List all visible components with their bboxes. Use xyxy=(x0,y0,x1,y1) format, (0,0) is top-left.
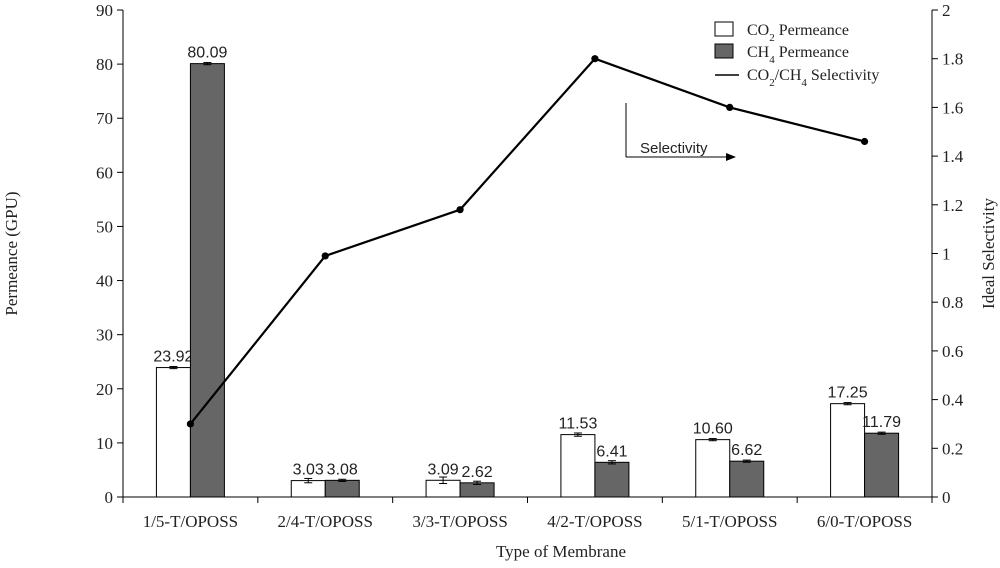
annotation-text: Selectivity xyxy=(640,140,708,157)
x-tick-label: 3/3-T/OPOSS xyxy=(412,512,507,531)
legend-label: CO2/CH4 Selectivity xyxy=(747,67,879,89)
x-tick-label: 1/5-T/OPOSS xyxy=(143,512,238,531)
ch4-data-label: 6.62 xyxy=(731,442,762,459)
co2-data-label: 10.60 xyxy=(693,421,733,438)
y-tick-label: 30 xyxy=(96,326,113,345)
selectivity-point xyxy=(456,206,464,214)
ch4-bar xyxy=(324,479,360,498)
y-tick-label: 80 xyxy=(96,55,113,74)
ch4-bar xyxy=(189,63,225,498)
ch4-bar xyxy=(864,432,900,498)
y-tick-label: 90 xyxy=(96,1,113,20)
co2-data-label: 23.92 xyxy=(153,349,193,366)
selectivity-line xyxy=(189,57,865,425)
y-tick-label: 70 xyxy=(96,109,113,128)
legend-swatch-ch4 xyxy=(714,43,734,59)
y-tick-label: 50 xyxy=(96,217,113,236)
selectivity-point xyxy=(321,252,329,260)
y2-axis-title: Ideal Selectivity xyxy=(979,198,998,309)
x-tick-label: 5/1-T/OPOSS xyxy=(682,512,777,531)
y-tick-label: 10 xyxy=(96,434,113,453)
co2-bar xyxy=(560,434,596,498)
y-tick-label: 20 xyxy=(96,380,113,399)
ch4-data-label: 3.08 xyxy=(327,461,358,478)
ch4-data-label: 6.41 xyxy=(596,443,627,460)
y2-tick-label: 0.8 xyxy=(942,293,963,312)
x-tick-label: 4/2-T/OPOSS xyxy=(547,512,642,531)
y2-tick-label: 1.2 xyxy=(942,196,963,215)
ch4-data-label: 11.79 xyxy=(862,414,901,431)
x-axis-title: Type of Membrane xyxy=(496,542,626,561)
y2-tick-label: 1.4 xyxy=(942,147,964,166)
x-tick-label: 6/0-T/OPOSS xyxy=(817,512,912,531)
annotation-arrow-head xyxy=(726,153,736,161)
selectivity-point xyxy=(860,137,869,146)
selectivity-point xyxy=(591,55,599,63)
legend-label: CO2 Permeance xyxy=(747,22,849,44)
y2-tick-label: 0.6 xyxy=(942,342,963,361)
co2-data-label: 3.03 xyxy=(293,462,324,479)
ch4-data-label: 2.62 xyxy=(462,464,493,481)
y2-tick-label: 0.2 xyxy=(942,439,963,458)
ch4-bar xyxy=(729,460,765,498)
selectivity-point xyxy=(186,420,195,428)
y2-tick-label: 1.8 xyxy=(942,50,963,69)
co2-bar xyxy=(695,439,731,498)
co2-bar xyxy=(155,367,191,498)
y2-tick-label: 0 xyxy=(942,488,951,507)
ch4-data-label: 80.09 xyxy=(187,45,227,62)
y-tick-label: 60 xyxy=(96,163,113,182)
co2-data-label: 11.53 xyxy=(558,416,597,433)
legend-label: CH4 Permeance xyxy=(747,44,849,66)
co2-data-label: 3.09 xyxy=(428,461,459,478)
y-tick-label: 40 xyxy=(96,272,113,291)
y2-tick-label: 2 xyxy=(942,1,951,20)
legend-swatch-co2 xyxy=(714,21,734,37)
co2-bar xyxy=(830,403,866,498)
y-tick-label: 0 xyxy=(105,488,114,507)
y2-tick-label: 1.6 xyxy=(942,98,963,117)
selectivity-point xyxy=(726,103,734,111)
ch4-bar xyxy=(459,482,495,498)
ch4-bar xyxy=(594,461,630,498)
co2-data-label: 17.25 xyxy=(828,385,868,402)
x-tick-label: 2/4-T/OPOSS xyxy=(278,512,373,531)
y2-tick-label: 0.4 xyxy=(942,391,964,410)
y2-tick-label: 1 xyxy=(942,245,951,264)
y-axis-title: Permeance (GPU) xyxy=(2,191,21,315)
